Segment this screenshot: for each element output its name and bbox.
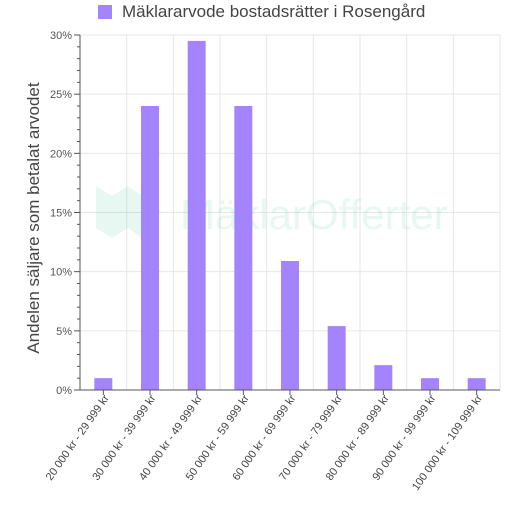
y-tick-label: 5% xyxy=(56,326,72,338)
bar[interactable] xyxy=(281,261,299,390)
bar[interactable] xyxy=(94,378,113,390)
legend-label: Mäklararvode bostadsrätter i Rosengård xyxy=(122,2,426,21)
bar[interactable] xyxy=(234,106,253,390)
y-tick-label: 0% xyxy=(56,385,72,397)
watermark-text: MäklarOfferter xyxy=(180,191,448,238)
bar[interactable] xyxy=(421,378,439,390)
y-tick-label: 25% xyxy=(50,89,72,101)
bars xyxy=(94,40,486,391)
bar[interactable] xyxy=(187,40,206,391)
legend-swatch xyxy=(98,5,112,19)
y-tick-label: 30% xyxy=(50,30,72,42)
axes: 0%5%10%15%20%25%30%20 000 kr - 29 999 kr… xyxy=(44,30,500,493)
legend[interactable]: Mäklararvode bostadsrätter i Rosengård xyxy=(98,2,425,22)
y-tick-label: 15% xyxy=(50,208,72,220)
bar[interactable] xyxy=(327,326,346,390)
y-tick-label: 20% xyxy=(50,148,72,160)
bar[interactable] xyxy=(374,365,393,390)
bar[interactable] xyxy=(467,378,486,390)
y-tick-label: 10% xyxy=(50,267,72,279)
y-axis-title: Andelen säljare som betalat arvodet xyxy=(24,82,43,354)
bar[interactable] xyxy=(141,106,159,390)
grid xyxy=(79,34,501,391)
